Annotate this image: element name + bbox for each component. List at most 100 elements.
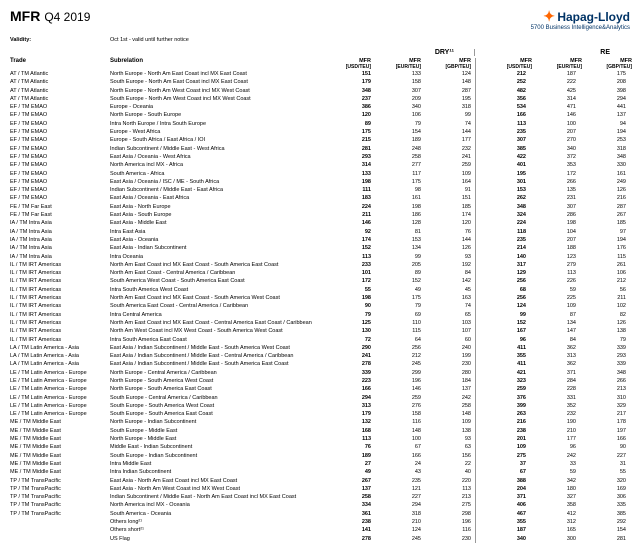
cell-dry-2: 280 [425,369,475,377]
cell-re-0: 153 [480,186,530,194]
cell-dry-0: 172 [325,277,375,285]
cell-re-2: 294 [580,95,630,103]
cell-dry-2: 258 [425,402,475,410]
cell-re-0: 201 [480,435,530,443]
table-row: ME / TM Middle EastMiddle East - Indian … [10,443,630,451]
cell-dry-0: 111 [325,186,375,194]
cell-trade: EF / TM EMAO [10,170,110,178]
cell-re-0: 113 [480,120,530,128]
cell-re-2: 441 [580,103,630,111]
cell-subrelation: Intra East Asia [110,228,325,236]
table-row: IA / TM Intra AsiaEast Asia - Oceania174… [10,236,630,244]
cell-dry-0: 183 [325,194,375,202]
cell-dry-2: 109 [425,418,475,426]
table-row: Others short²¹141124116187165154 [10,526,630,534]
cell-re-2: 292 [580,518,630,526]
cell-dry-0: 215 [325,136,375,144]
cell-re-0: 348 [480,203,530,211]
cell-dry-1: 134 [375,244,425,252]
cell-dry-2: 138 [425,427,475,435]
cell-re-2: 194 [580,128,630,136]
cell-dry-0: 211 [325,211,375,219]
cell-dry-0: 151 [325,70,375,78]
cell-re-2: 197 [580,427,630,435]
cell-trade: EF / TM EMAO [10,111,110,119]
cell-dry-2: 120 [425,219,475,227]
cell-re-2: 55 [580,468,630,476]
cell-subrelation: East Asia / Indian Subcontinent / Middle… [110,360,325,368]
table-row: IL / TM IRT AmericasSouth America West C… [10,277,630,285]
cell-dry-1: 340 [375,103,425,111]
cell-re-1: 225 [530,294,580,302]
cell-re-1: 84 [530,336,580,344]
cell-re-2: 253 [580,136,630,144]
cell-re-0: 166 [480,111,530,119]
cell-dry-0: 348 [325,87,375,95]
cell-dry-1: 146 [375,385,425,393]
cell-trade: IL / TM IRT Americas [10,311,110,319]
cell-re-0: 399 [480,402,530,410]
cell-re-0: 534 [480,103,530,111]
cell-dry-2: 148 [425,78,475,86]
cell-dry-1: 121 [375,485,425,493]
cell-dry-0: 361 [325,510,375,518]
cell-dry-0: 334 [325,501,375,509]
cell-re-2: 126 [580,186,630,194]
cell-re-1: 270 [530,136,580,144]
cell-re-1: 146 [530,111,580,119]
cell-subrelation: East Asia / Oceania - West Africa [110,153,325,161]
cell-subrelation: North Europe - South America West Coast [110,377,325,385]
cell-dry-0: 166 [325,385,375,393]
cell-subrelation: North Am West Coast incl MX West Coast -… [110,327,325,335]
cell-re-1: 96 [530,443,580,451]
cell-re-1: 284 [530,377,580,385]
cell-dry-2: 185 [425,203,475,211]
cell-dry-0: 224 [325,203,375,211]
table-row: ME / TM Middle EastSouth Europe - Indian… [10,452,630,460]
cell-dry-2: 230 [425,360,475,368]
cell-trade: TP / TM TransPacific [10,485,110,493]
table-row: EF / TM EMAOIndian Subcontinent / Middle… [10,186,630,194]
cell-re-2: 31 [580,460,630,468]
cell-re-2: 330 [580,161,630,169]
cell-re-0: 262 [480,194,530,202]
cell-dry-0: 278 [325,535,375,543]
cell-subrelation: East Asia / Oceania / ISC / ME - South A… [110,178,325,186]
cell-re-1: 100 [530,120,580,128]
cell-re-2: 320 [580,477,630,485]
cell-dry-2: 195 [425,95,475,103]
cell-re-1: 314 [530,95,580,103]
cell-subrelation: South Europe - North Am West Coast incl … [110,95,325,103]
cell-subrelation: Others long²¹ [110,518,325,526]
cell-re-2: 267 [580,211,630,219]
cell-dry-1: 299 [375,369,425,377]
cell-dry-1: 148 [375,427,425,435]
cell-dry-0: 293 [325,153,375,161]
cell-dry-2: 144 [425,236,475,244]
cell-subrelation: Intra Indian Subcontinent [110,468,325,476]
cell-re-2: 335 [580,501,630,509]
table-row: ME / TM Middle EastSouth Europe - Middle… [10,427,630,435]
cell-subrelation: South America East Coast - Central Ameri… [110,302,325,310]
table-row: IL / TM IRT AmericasNorth Am East Coast … [10,319,630,327]
cell-dry-1: 186 [375,211,425,219]
cell-re-0: 259 [480,385,530,393]
cell-dry-0: 267 [325,477,375,485]
cell-re-1: 207 [530,128,580,136]
table-row: IA / TM Intra AsiaEast Asia - Middle Eas… [10,219,630,227]
cell-re-0: 67 [480,468,530,476]
cell-dry-2: 93 [425,253,475,261]
cell-dry-0: 314 [325,161,375,169]
cell-subrelation: Middle East - Indian Subcontinent [110,443,325,451]
validity-label: Validity: [10,37,110,43]
cell-dry-2: 144 [425,128,475,136]
cell-subrelation: South America - Oceania [110,510,325,518]
table-row: EF / TM EMAONorth America incl MX - Afri… [10,161,630,169]
cell-dry-2: 45 [425,286,475,294]
cell-trade: EF / TM EMAO [10,153,110,161]
group-dry-title: DRY¹¹ [325,49,474,56]
cell-trade: IL / TM IRT Americas [10,327,110,335]
cell-re-1: 266 [530,178,580,186]
cell-dry-0: 152 [325,244,375,252]
cell-re-0: 401 [480,161,530,169]
